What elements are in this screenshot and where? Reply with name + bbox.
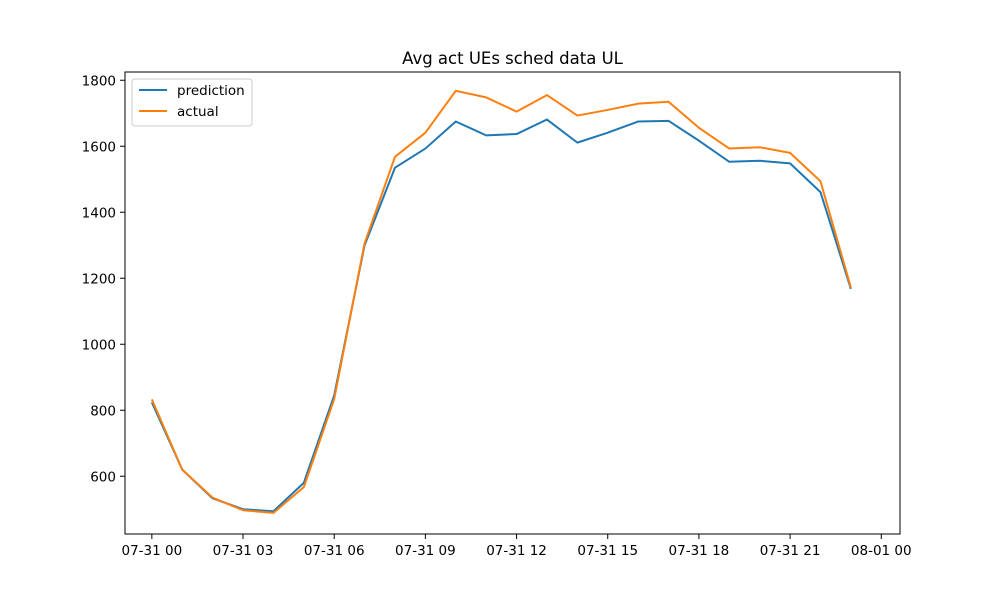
y-tick-label: 1800	[82, 73, 116, 89]
series-line-prediction	[150, 118, 852, 513]
legend-label-actual: actual	[177, 104, 219, 120]
x-tick-label: 07-31 18	[669, 543, 730, 559]
x-axis: 07-31 00 07-31 03 07-31 06 07-31 09 07-31 12…	[121, 534, 912, 559]
series-layer	[150, 89, 852, 514]
x-tick-label: 07-31 00	[121, 543, 182, 559]
x-tick-label: 07-31 06	[304, 543, 365, 559]
chart-title: Avg act UEs sched data UL	[402, 49, 624, 68]
x-tick-label: 08-01 00	[851, 543, 912, 559]
y-axis: 600 800 1000 1200 1400 1600 1800	[82, 73, 125, 485]
y-tick-label: 1200	[82, 271, 116, 287]
x-tick-label: 07-31 15	[577, 543, 638, 559]
y-tick-label: 1600	[82, 139, 116, 155]
legend-label-prediction: prediction	[177, 83, 245, 99]
x-tick-label: 07-31 12	[486, 543, 547, 559]
y-tick-label: 1000	[82, 337, 116, 353]
y-tick-label: 1400	[82, 205, 116, 221]
series-line-actual	[150, 89, 852, 514]
y-tick-label: 800	[90, 403, 116, 419]
y-tick-label: 600	[90, 469, 116, 485]
x-tick-label: 07-31 03	[213, 543, 274, 559]
legend: prediction actual	[131, 78, 253, 127]
x-tick-label: 07-31 09	[395, 543, 456, 559]
plot-frame	[124, 71, 901, 535]
x-tick-label: 07-31 21	[760, 543, 821, 559]
